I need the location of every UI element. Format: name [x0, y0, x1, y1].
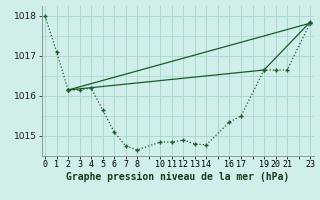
- X-axis label: Graphe pression niveau de la mer (hPa): Graphe pression niveau de la mer (hPa): [66, 172, 289, 182]
